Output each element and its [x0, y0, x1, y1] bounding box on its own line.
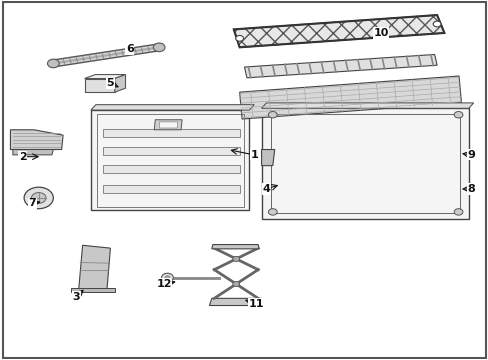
Circle shape	[268, 112, 277, 118]
Circle shape	[31, 193, 46, 203]
Text: 11: 11	[248, 299, 264, 309]
Circle shape	[432, 21, 440, 27]
Polygon shape	[233, 15, 444, 47]
Polygon shape	[103, 165, 239, 173]
Polygon shape	[261, 149, 274, 166]
Circle shape	[453, 209, 462, 215]
Text: 8: 8	[467, 184, 474, 194]
Polygon shape	[115, 75, 125, 92]
Polygon shape	[209, 298, 264, 306]
Circle shape	[268, 209, 277, 215]
Polygon shape	[244, 54, 436, 78]
Circle shape	[232, 256, 239, 261]
Polygon shape	[91, 110, 249, 211]
Text: 3: 3	[72, 292, 80, 302]
Polygon shape	[154, 120, 182, 130]
Polygon shape	[103, 185, 239, 193]
Text: 10: 10	[372, 28, 388, 38]
Polygon shape	[211, 244, 259, 249]
Text: 6: 6	[126, 44, 134, 54]
Polygon shape	[103, 147, 239, 155]
Text: 4: 4	[262, 184, 270, 194]
Polygon shape	[79, 245, 110, 289]
Text: 7: 7	[28, 198, 36, 208]
Polygon shape	[103, 129, 239, 137]
Polygon shape	[84, 75, 125, 78]
Polygon shape	[91, 105, 254, 110]
Text: 5: 5	[106, 78, 114, 88]
Polygon shape	[261, 108, 468, 220]
Polygon shape	[71, 288, 115, 292]
Circle shape	[164, 276, 169, 279]
Circle shape	[47, 59, 59, 68]
Text: 9: 9	[467, 150, 474, 160]
Polygon shape	[10, 130, 63, 149]
Text: 12: 12	[156, 279, 171, 289]
Circle shape	[153, 43, 164, 51]
Circle shape	[453, 112, 462, 118]
Text: 1: 1	[250, 150, 258, 160]
Polygon shape	[84, 78, 115, 92]
Text: 2: 2	[19, 152, 26, 162]
Polygon shape	[13, 149, 53, 155]
Polygon shape	[261, 103, 473, 108]
Circle shape	[24, 187, 53, 209]
Circle shape	[161, 273, 173, 282]
Circle shape	[235, 36, 243, 41]
Circle shape	[232, 282, 239, 287]
Polygon shape	[159, 122, 177, 128]
Polygon shape	[239, 76, 461, 119]
